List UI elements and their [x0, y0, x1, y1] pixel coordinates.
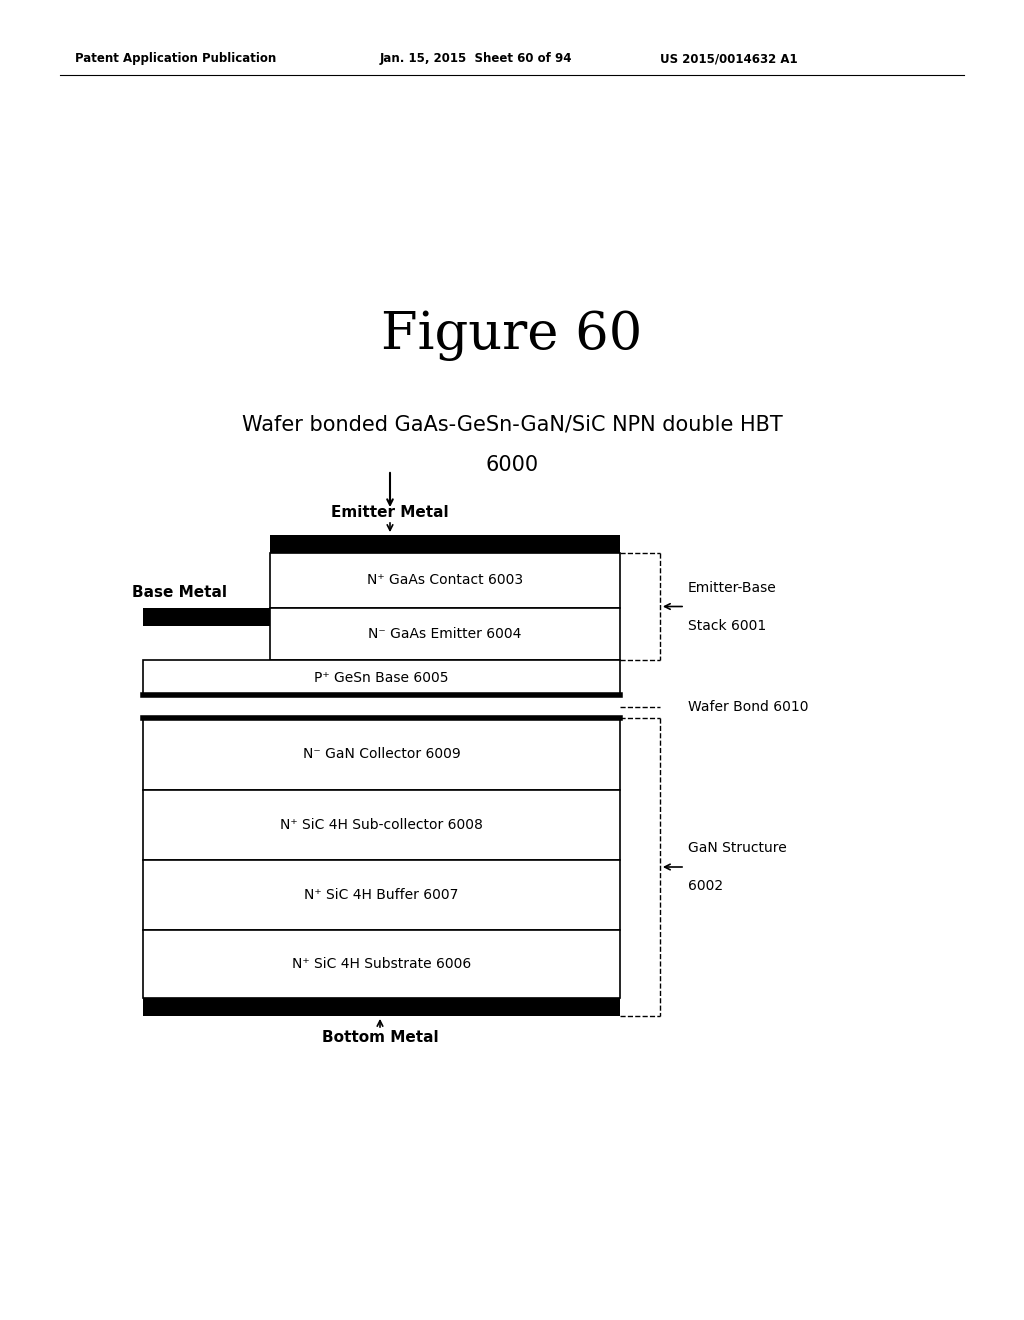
Text: Emitter-Base: Emitter-Base [688, 581, 777, 594]
Text: N⁻ GaN Collector 6009: N⁻ GaN Collector 6009 [303, 747, 461, 762]
Text: N⁺ GaAs Contact 6003: N⁺ GaAs Contact 6003 [367, 573, 523, 587]
Text: 6002: 6002 [688, 879, 723, 894]
Bar [270, 609, 620, 660]
Text: US 2015/0014632 A1: US 2015/0014632 A1 [660, 51, 798, 65]
Text: Wafer Bond 6010: Wafer Bond 6010 [688, 700, 809, 714]
Bar [143, 609, 270, 626]
Bar [143, 998, 620, 1016]
Bar [270, 553, 620, 609]
Text: N⁺ SiC 4H Buffer 6007: N⁺ SiC 4H Buffer 6007 [304, 888, 459, 902]
Text: Patent Application Publication: Patent Application Publication [75, 51, 276, 65]
Text: 6000: 6000 [485, 455, 539, 475]
Text: Bottom Metal: Bottom Metal [322, 1030, 438, 1045]
Text: Jan. 15, 2015  Sheet 60 of 94: Jan. 15, 2015 Sheet 60 of 94 [380, 51, 572, 65]
Bar [143, 718, 620, 789]
Text: Base Metal: Base Metal [132, 585, 227, 601]
Bar [143, 931, 620, 998]
Text: N⁺ SiC 4H Sub-collector 6008: N⁺ SiC 4H Sub-collector 6008 [280, 818, 483, 832]
Text: Figure 60: Figure 60 [381, 310, 643, 360]
Bar [143, 789, 620, 861]
Bar [143, 660, 620, 696]
Bar [143, 861, 620, 931]
Text: Emitter Metal: Emitter Metal [331, 506, 449, 520]
Text: GaN Structure: GaN Structure [688, 841, 786, 855]
Text: P⁺ GeSn Base 6005: P⁺ GeSn Base 6005 [314, 671, 449, 685]
Text: N⁻ GaAs Emitter 6004: N⁻ GaAs Emitter 6004 [369, 627, 521, 642]
Text: Wafer bonded GaAs-GeSn-GaN/SiC NPN double HBT: Wafer bonded GaAs-GeSn-GaN/SiC NPN doubl… [242, 414, 782, 436]
Bar [270, 535, 620, 553]
Text: N⁺ SiC 4H Substrate 6006: N⁺ SiC 4H Substrate 6006 [292, 957, 471, 972]
Text: Stack 6001: Stack 6001 [688, 619, 766, 632]
